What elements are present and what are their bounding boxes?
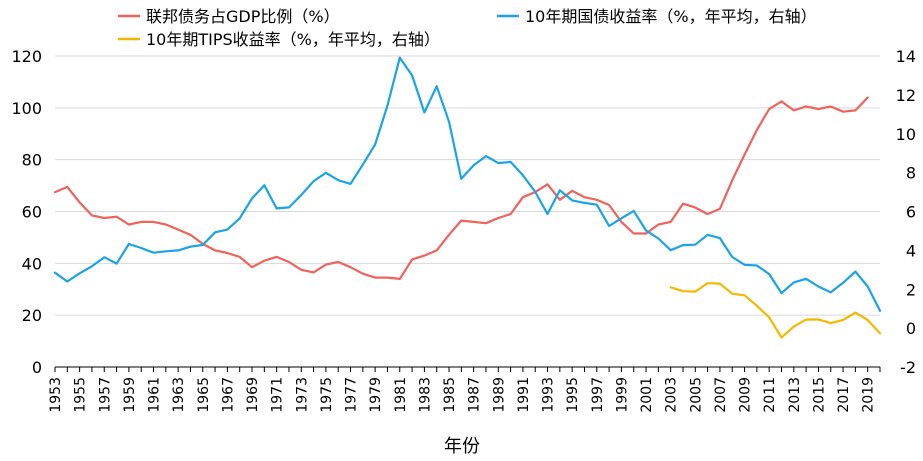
x-tick-label: 1993 [541, 377, 557, 413]
x-tick-label: 2019 [861, 377, 877, 413]
series-line-0 [53, 96, 869, 280]
y-tick-label: 120 [11, 47, 42, 66]
x-tick-label: 1981 [393, 377, 409, 413]
x-tick-label: 1957 [97, 377, 113, 413]
x-tick-label: 1979 [368, 377, 384, 413]
y2-tick-label: -2 [900, 358, 916, 377]
y-tick-label: 40 [22, 254, 42, 273]
x-tick-label: 1973 [294, 377, 310, 413]
x-tick-label: 1983 [417, 377, 433, 413]
series-group [53, 56, 882, 339]
y-tick-label: 20 [22, 306, 42, 325]
x-tick-label: 1959 [122, 377, 138, 413]
y-axis-right: -2 0 2 4 6 8 10 12 14 [896, 47, 916, 377]
y-tick-label: 0 [32, 358, 42, 377]
x-tick-label: 1961 [147, 377, 163, 413]
x-tick-label: 1997 [590, 377, 606, 413]
x-tick-label: 1991 [516, 377, 532, 413]
series-line-1 [53, 56, 882, 312]
y-tick-label: 60 [22, 203, 42, 222]
series-line-2 [669, 282, 882, 339]
x-tick-label: 1971 [270, 377, 286, 413]
y2-tick-label: 10 [896, 125, 916, 144]
x-tick-label: 1955 [73, 377, 89, 413]
x-tick-label: 1987 [467, 377, 483, 413]
y2-tick-label: 0 [906, 319, 916, 338]
x-tick-label: 2015 [811, 377, 827, 413]
y-tick-label: 80 [22, 151, 42, 170]
legend-label-2: 10年期TIPS收益率（%，年平均，右轴） [146, 30, 440, 49]
y2-tick-label: 12 [896, 86, 916, 105]
x-tick-label: 2011 [762, 377, 778, 413]
y2-tick-label: 4 [906, 241, 916, 260]
x-tick-label: 2017 [836, 377, 852, 413]
x-tick-label: 2013 [787, 377, 803, 413]
x-tick-label: 1963 [171, 377, 187, 413]
x-tick-label: 1999 [614, 377, 630, 413]
x-tick-label: 2007 [713, 377, 729, 413]
x-tick-label: 1953 [48, 377, 64, 413]
y2-tick-label: 6 [906, 203, 916, 222]
x-tick-label: 1985 [442, 377, 458, 413]
legend-label-1: 10年期国债收益率（%，年平均，右轴） [525, 7, 817, 26]
y-axis-left: 0 20 40 60 80 100 120 [11, 47, 42, 377]
x-axis: 1953 1955 1957 1959 1961 1963 1965 1967 1969 1971… [48, 367, 881, 413]
x-tick-label: 1965 [196, 377, 212, 413]
x-tick-label: 1977 [344, 377, 360, 413]
y-tick-label: 100 [11, 99, 42, 118]
x-tick-label: 1967 [220, 377, 236, 413]
x-tick-label: 2005 [688, 377, 704, 413]
x-tick-label: 1989 [491, 377, 507, 413]
x-tick-label: 1969 [245, 377, 261, 413]
x-tick-label: 1975 [319, 377, 335, 413]
x-tick-label: 2003 [664, 377, 680, 413]
x-tick-label: 2009 [738, 377, 754, 413]
grid-lines [55, 55, 880, 368]
x-tick-label: 2001 [639, 377, 655, 413]
legend: 联邦债务占GDP比例（%） 10年期国债收益率（%，年平均，右轴） 10年期TIPS… [118, 7, 817, 49]
y2-tick-label: 14 [896, 47, 916, 66]
x-tick-label: 1995 [565, 377, 581, 413]
y2-tick-label: 2 [906, 280, 916, 299]
legend-label-0: 联邦债务占GDP比例（%） [146, 7, 340, 26]
y2-tick-label: 8 [906, 164, 916, 183]
x-axis-title: 年份 [444, 436, 480, 457]
